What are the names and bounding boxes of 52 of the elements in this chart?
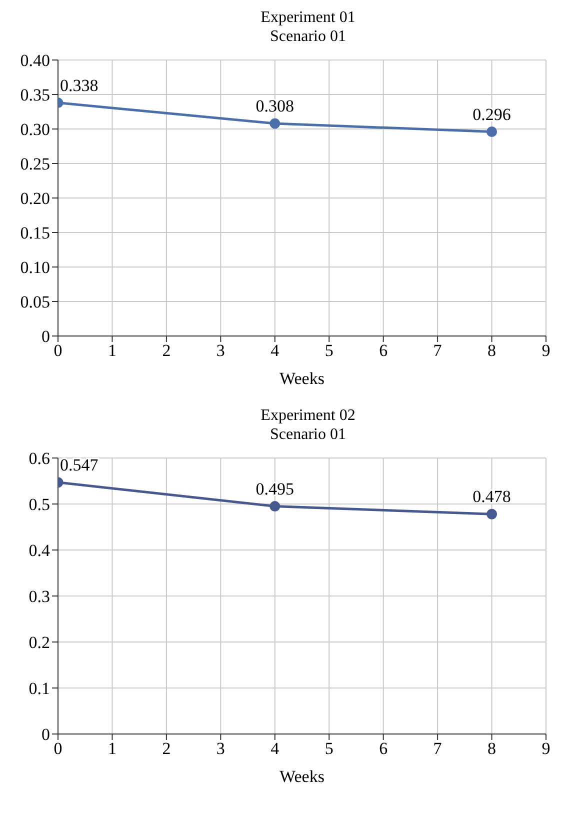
x-tick-label: 3 [216,739,225,758]
data-label: 0.308 [256,96,294,116]
y-tick-label: 0.1 [28,679,50,698]
data-label: 0.338 [60,76,98,95]
x-tick-label: 8 [488,341,496,360]
x-tick-label: 5 [324,341,334,360]
x-tick-label: 1 [108,739,116,758]
y-tick-label: 0 [42,327,50,346]
x-tick-label: 2 [162,341,171,360]
x-tick-label: 7 [433,739,442,758]
y-tick-label: 0.5 [28,495,50,514]
x-tick-label: 9 [542,341,550,360]
chart-subtitle: Scenario 01 [269,27,347,46]
y-tick-label: 0.4 [28,541,50,560]
data-label: 0.495 [256,479,294,498]
y-tick-label: 0.6 [28,449,50,468]
chart-subtitle: Scenario 01 [269,425,347,444]
y-tick-label: 0.40 [20,51,50,70]
y-tick-label: 0.15 [20,224,50,243]
chart-title: Experiment 02 [260,406,356,425]
y-tick-label: 0.05 [20,292,50,312]
data-label: 0.547 [60,455,99,474]
x-tick-label: 0 [54,341,62,360]
point [486,508,498,520]
data-label: 0.478 [472,487,511,506]
y-tick-label: 0 [42,725,50,744]
x-tick-label: 6 [379,341,388,360]
x-tick-label: 4 [270,341,280,360]
x-tick-label: 8 [488,739,496,758]
x-tick-label: 7 [433,341,442,360]
y-tick-label: 0.2 [28,633,50,652]
y-tick-label: 0.35 [20,86,50,105]
x-axis-title: Weeks [280,767,324,786]
x-tick-label: 1 [108,341,116,360]
y-tick-label: 0.10 [20,258,50,278]
point [270,501,280,512]
y-tick-label: 0.3 [28,587,50,606]
x-tick-label: 9 [542,739,550,758]
x-tick-label: 6 [379,739,388,758]
x-axis-title: Weeks [280,369,324,388]
x-tick-label: 0 [54,739,62,758]
x-tick-label: 4 [270,739,280,758]
chart-title: Experiment 01 [260,8,356,27]
point [270,118,280,129]
x-tick-label: 2 [162,739,171,758]
x-tick-label: 3 [216,341,225,360]
point [486,126,498,138]
y-tick-label: 0.20 [20,189,50,208]
y-tick-label: 0.25 [20,154,50,174]
data-label: 0.296 [472,104,511,124]
y-tick-label: 0.30 [20,120,50,140]
x-tick-label: 5 [324,739,334,758]
